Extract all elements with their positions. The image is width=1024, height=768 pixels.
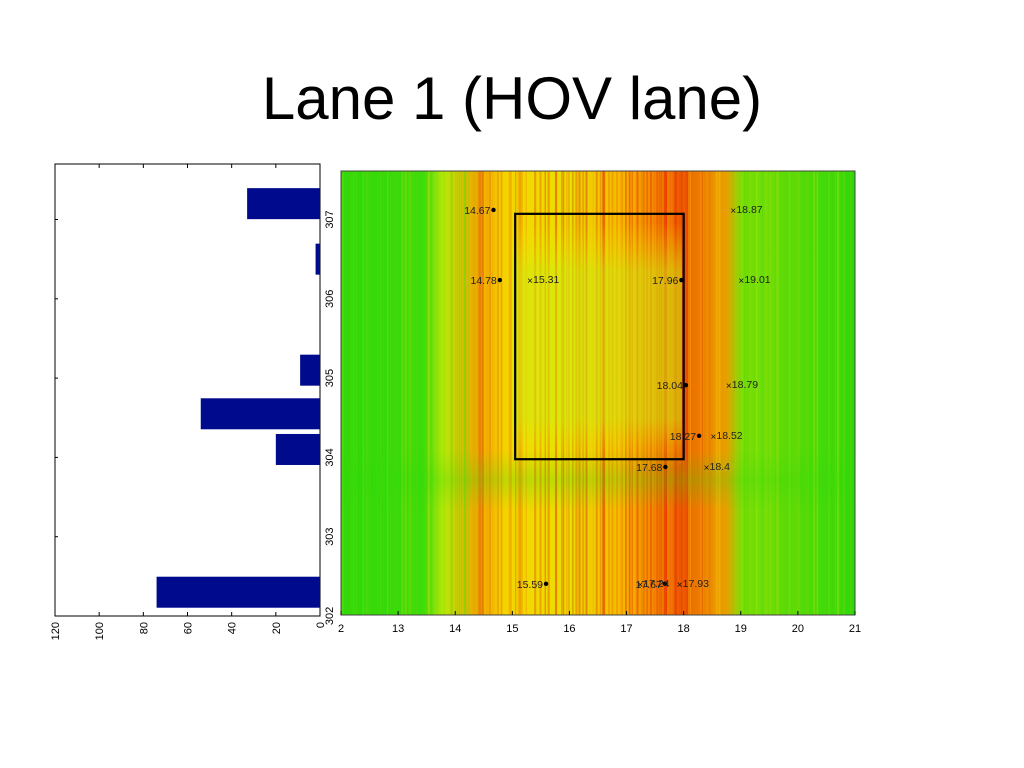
annotation-label: 17.68 [636,462,662,474]
annotation-dot: 18.04 [657,380,689,392]
annotation-cross-marker: × [710,432,716,443]
annotation-label: 15.59 [517,579,543,591]
heatmap-xtick-label: 18 [678,623,690,635]
annotation-cross: × 18.52 [710,430,742,443]
bar-5 [156,576,320,608]
annotation-label: 18.04 [657,380,683,392]
bar-xtick-label: 40 [227,622,239,634]
left-bar-chart: 120 100 80 60 40 20 0 302 303 304 305 306 307 [50,163,336,640]
bar-ytick-label: 304 [324,448,336,466]
bar-x-ticks: 120 100 80 60 40 20 0 [50,164,327,640]
bar-marks [156,188,320,608]
heatmap-x-ticks: 2 13 14 15 16 17 18 19 20 21 [338,611,861,635]
annotation-dot: 17.96 [652,275,684,287]
annotation-label: 18.87 [736,204,762,216]
annotation-label: 14.67 [464,205,490,217]
annotation-dot: 17.68 [636,462,668,474]
annotation-label: 17.96 [652,275,678,287]
bar-plot-area [54,163,321,617]
annotation-dot-marker [497,277,502,283]
annotation-dot: 18.27 [670,431,702,443]
bar-ytick-label: 305 [324,369,336,387]
bar-xtick-label: 20 [271,622,283,634]
annotation-label: 18.79 [732,379,758,391]
bar-ytick-label: 306 [324,290,336,308]
heatmap-box-tint [512,222,682,468]
annotation-label: 17.93 [683,578,709,590]
annotation-dot: 15.59 [517,579,549,591]
annotation-dot: 14.78 [470,275,502,287]
heatmap-xtick-label: 19 [735,623,747,635]
heatmap-xtick-label: 16 [563,623,575,635]
annotation-cross: × 19.01 [738,274,770,287]
heatmap-xtick-label: 17 [620,623,632,635]
heatmap-xtick-label: 20 [792,623,804,635]
annotation-label: 17.67 [636,579,662,591]
heatmap-xtick-label: 15 [506,623,518,635]
annotation-dot-marker [696,433,702,439]
bar-4 [275,433,320,465]
heatmap-xtick-label: 13 [392,623,404,635]
annotation-cross: × 17.93 [677,578,709,591]
bar-xtick-label: 80 [138,622,150,634]
slide-title: Lane 1 (HOV lane) [261,65,763,132]
annotation-label: 18.52 [716,430,742,442]
annotation-label: 19.01 [744,274,770,286]
bar-ytick-label: 303 [324,528,336,546]
bar-xtick-label: 60 [183,622,195,634]
bar-1 [315,243,320,275]
annotation-dot-marker [679,277,684,283]
annotation-cross-marker: × [704,463,710,474]
annotation-label: 17.24 [643,578,669,590]
annotation-label: 18.4 [710,461,731,473]
annotation-cross: × 18.4 [704,461,731,474]
annotation-cross: × 18.79 [726,379,758,392]
annotation-label: 15.31 [533,274,559,286]
annotation-dot-marker [662,581,668,587]
annotation-dot-marker [491,207,496,213]
annotation-dot-marker [683,383,689,388]
annotation-cross-marker: × [738,276,744,287]
heatmap-frame [340,170,856,616]
bar-y-ticks: 302 303 304 305 306 307 [55,210,336,625]
annotation-cross-marker: × [677,580,683,591]
annotation-dot-marker [543,581,549,587]
heatmap-xtick-label: 21 [849,623,861,635]
bar-xtick-label: 100 [94,622,106,640]
annotation-cross-marker: × [527,276,533,287]
annotation-dot-marker [663,464,668,470]
annotation-cross: × 17.24 [637,578,669,591]
annotation-cross-marker: × [637,580,643,591]
annotation-cross: × 15.31 [527,274,559,287]
heatmap-xtick-label: 2 [338,623,344,635]
annotation-cross-marker: × [730,206,736,217]
bar-ytick-label: 307 [324,210,336,228]
bar-2 [300,354,320,386]
annotation-cross-marker: × [726,381,732,392]
bar-ytick-label: 302 [324,607,336,625]
annotation-dot: 17.67 [636,579,668,591]
heatmap-xtick-label: 14 [449,623,461,635]
annotation-label: 14.78 [470,275,496,287]
bar-xtick-label: 0 [315,622,327,628]
annotation-dot: 14.67 [464,205,496,217]
annotation-label: 18.27 [670,431,696,443]
bar-xtick-label: 120 [50,622,62,640]
bar-3 [200,398,320,430]
annotation-cross: × 18.87 [730,204,762,217]
bar-0 [247,188,320,220]
highlight-box [514,212,685,461]
